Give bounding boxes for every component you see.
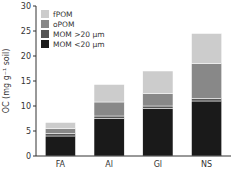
bar-segment <box>94 116 124 119</box>
x-tick-label: Al <box>105 160 113 169</box>
legend-label: oPOM <box>53 20 75 29</box>
bar-segment <box>192 64 222 99</box>
y-tick <box>33 31 36 32</box>
legend-label: fPOM <box>53 10 73 19</box>
y-tick-label: 15 <box>21 77 31 86</box>
bar-segment <box>143 109 173 157</box>
y-tick <box>33 156 36 157</box>
legend-swatch <box>41 20 49 28</box>
y-tick-label: 20 <box>21 52 31 61</box>
y-tick-label: 5 <box>26 127 31 136</box>
y-tick <box>33 106 36 107</box>
x-axis-line <box>36 156 231 157</box>
legend-swatch <box>41 30 49 38</box>
bar-segment <box>143 106 173 109</box>
bar-segment <box>94 119 124 157</box>
bar-segment <box>45 129 75 134</box>
y-tick <box>33 56 36 57</box>
legend-label: MOM <20 μm <box>53 40 105 49</box>
bar-segment <box>45 123 75 129</box>
bar-segment <box>143 94 173 107</box>
y-tick-label: 25 <box>21 27 31 36</box>
y-tick <box>33 6 36 7</box>
bar-segment <box>192 99 222 102</box>
bar-segment <box>94 102 124 116</box>
bar-segment <box>45 134 75 137</box>
y-tick <box>33 81 36 82</box>
bar-segment <box>45 136 75 156</box>
y-tick-label: 30 <box>21 2 31 11</box>
bar-segment <box>192 34 222 64</box>
bar-segment <box>143 71 173 94</box>
legend-label: MOM >20 μm <box>53 30 105 39</box>
chart: 0 5 10 15 20 25 30 FA Al Gl NS OC (mg g⁻¹ soil) fPOM… <box>0 0 237 174</box>
x-tick-label: Gl <box>154 160 162 169</box>
bar-segment <box>192 101 222 156</box>
x-tick-label: NS <box>201 160 212 169</box>
legend: fPOMoPOMMOM >20 μmMOM <20 μm <box>41 10 105 49</box>
y-axis-label: OC (mg g⁻¹ soil) <box>2 49 11 114</box>
y-tick <box>33 131 36 132</box>
y-tick-label: 0 <box>26 152 31 161</box>
bars <box>45 34 221 157</box>
x-tick-label: FA <box>56 160 66 169</box>
legend-swatch <box>41 10 49 18</box>
y-tick-label: 10 <box>21 102 31 111</box>
bar-segment <box>94 85 124 103</box>
legend-swatch <box>41 40 49 48</box>
